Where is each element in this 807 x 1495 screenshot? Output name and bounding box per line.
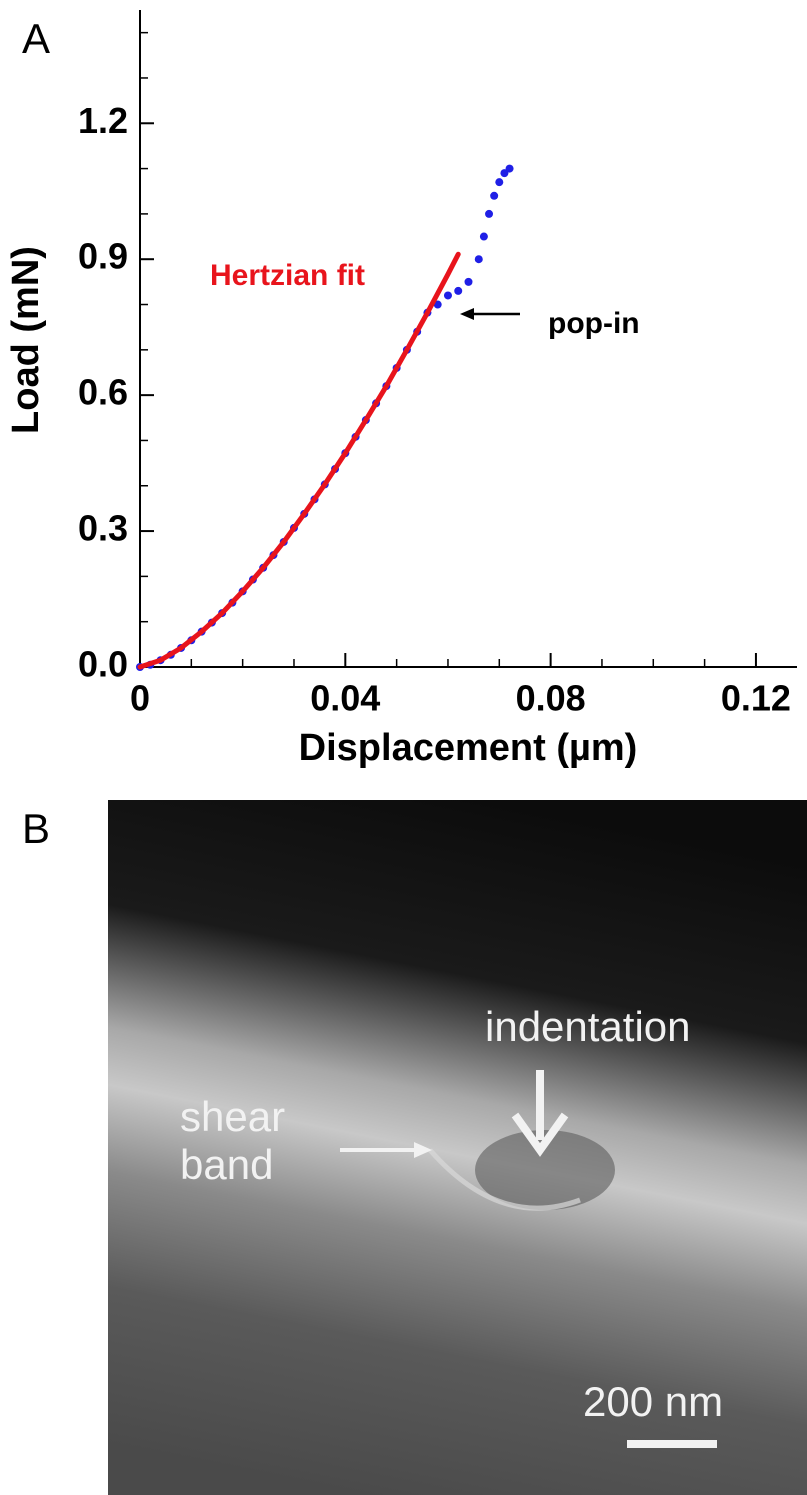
data-point	[505, 164, 514, 173]
data-point	[433, 300, 442, 309]
y-axis-title: Load (mN)	[5, 246, 47, 434]
panel-label: A	[22, 15, 50, 62]
image-annotation: indentation	[485, 1003, 691, 1050]
y-tick-label: 0.6	[78, 372, 128, 413]
annotation-arrow-head	[460, 308, 474, 320]
image-annotation: band	[180, 1141, 273, 1188]
sem-image	[108, 800, 807, 1495]
image-annotation: shear	[180, 1093, 285, 1140]
data-point	[454, 286, 463, 295]
data-point	[490, 191, 499, 200]
scale-bar-label: 200 nm	[583, 1378, 723, 1425]
scale-bar	[627, 1440, 717, 1448]
x-tick-label: 0.08	[516, 678, 586, 719]
data-point	[474, 255, 483, 264]
annotation: pop-in	[548, 307, 640, 340]
x-axis-title: Displacement (µm)	[299, 727, 638, 769]
y-tick-label: 0.0	[78, 644, 128, 685]
x-tick-label: 0.04	[310, 678, 380, 719]
indentation-mark	[475, 1130, 615, 1210]
data-point	[500, 169, 509, 178]
data-point	[495, 178, 504, 187]
panel-label: B	[22, 805, 50, 852]
data-point	[443, 291, 452, 300]
arrow-head	[511, 1112, 569, 1157]
x-tick-label: 0	[130, 678, 150, 719]
y-tick-label: 1.2	[78, 100, 128, 141]
series-label: Hertzian fit	[210, 259, 365, 292]
fit-line	[137, 251, 461, 670]
shear-band-line	[428, 1148, 581, 1211]
x-tick-label: 0.12	[721, 678, 791, 719]
y-tick-label: 0.9	[78, 236, 128, 277]
data-point	[485, 209, 494, 218]
arrow-head	[414, 1142, 432, 1158]
data-point	[479, 232, 488, 241]
y-tick-label: 0.3	[78, 508, 128, 549]
data-point	[464, 277, 473, 286]
